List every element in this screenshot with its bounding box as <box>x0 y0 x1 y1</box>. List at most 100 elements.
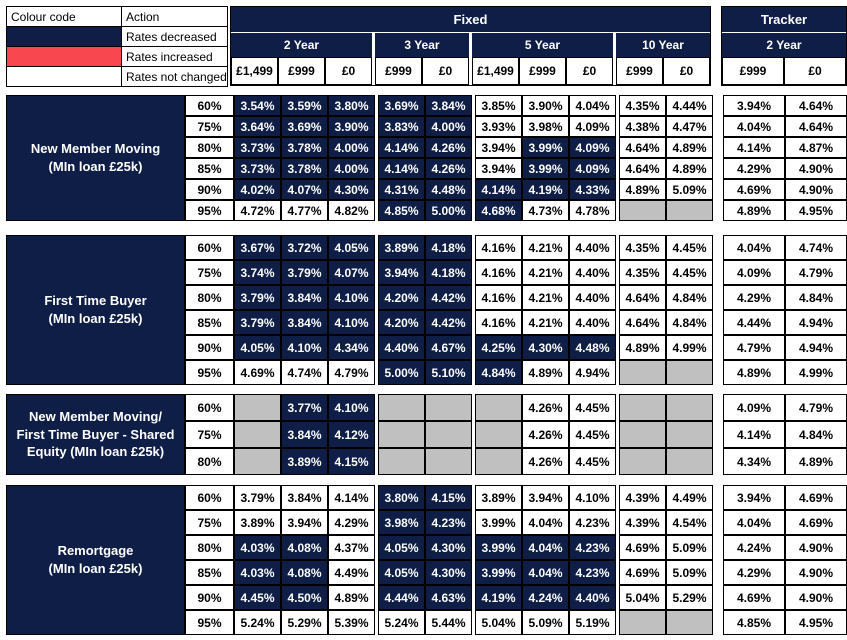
rate-cell: 3.84% <box>281 485 328 510</box>
na-cell <box>619 448 666 475</box>
rate-cell: 4.44% <box>378 585 425 610</box>
rate-cell: 4.67% <box>425 335 472 360</box>
rate-cell: 4.89% <box>328 585 375 610</box>
rate-cell: 3.74% <box>234 260 281 285</box>
fixed-tracker-gap <box>713 560 723 585</box>
rate-row: 95% 4.72% 4.77% 4.82% 4.85% 5.00% 4.68% 4.73% 4.… <box>185 200 847 221</box>
fee-header: £1,499 <box>231 57 278 85</box>
rate-cell: 4.37% <box>328 535 375 560</box>
fee-header: £999 <box>616 57 663 85</box>
rate-cell: 3.78% <box>281 137 328 158</box>
rate-cell: 4.42% <box>425 310 472 335</box>
rate-cell: 4.40% <box>569 260 616 285</box>
rate-cell: 4.16% <box>475 285 522 310</box>
rate-row: 80% 3.89% 4.15% 4.26% 4.45% 4.34% 4.89% <box>185 448 847 475</box>
rate-cell: 3.84% <box>281 310 328 335</box>
rate-cell: 4.74% <box>785 235 847 260</box>
fixed-tracker-gap <box>713 235 723 260</box>
rate-cell: 4.10% <box>569 485 616 510</box>
ltv-cell: 60% <box>185 235 234 260</box>
fixed-tracker-gap <box>713 485 723 510</box>
fixed-tracker-gap <box>713 394 723 421</box>
rate-block-first-time-buyer: First Time Buyer (MIn loan £25k) 60% 3.67% 3… <box>6 235 847 385</box>
rate-cell: 4.10% <box>328 285 375 310</box>
rate-cell: 4.09% <box>569 158 616 179</box>
ltv-cell: 75% <box>185 116 234 137</box>
rate-cell: 4.89% <box>723 360 785 385</box>
tracker-rates-header: Tracker 2 Year £999 £0 <box>721 6 847 86</box>
fee-header: £0 <box>566 57 613 85</box>
ltv-cell: 95% <box>185 610 234 635</box>
rate-cell: 4.39% <box>619 485 666 510</box>
rate-cell: 3.69% <box>281 116 328 137</box>
rate-cell: 3.89% <box>378 235 425 260</box>
rate-cell: 4.69% <box>785 485 847 510</box>
rate-cell: 4.05% <box>378 535 425 560</box>
ltv-cell: 80% <box>185 285 234 310</box>
rate-cell: 4.40% <box>569 310 616 335</box>
rate-cell: 4.69% <box>619 560 666 585</box>
rate-block-remortgage: Remortgage (MIn loan £25k) 60% 3.79% 3.84% 4.… <box>6 485 847 635</box>
rate-cell: 4.99% <box>666 335 713 360</box>
rate-cell: 4.09% <box>569 137 616 158</box>
rate-cell: 4.64% <box>619 285 666 310</box>
rate-cell: 3.98% <box>378 510 425 535</box>
ltv-cell: 60% <box>185 485 234 510</box>
rate-row: 60% 3.77% 4.10% 4.26% 4.45% 4.09% 4.79% <box>185 394 847 421</box>
rate-row: 85% 3.79% 3.84% 4.10% 4.20% 4.42% 4.16% 4.21% 4.… <box>185 310 847 335</box>
rate-cell: 4.64% <box>619 137 666 158</box>
na-cell <box>234 394 281 421</box>
rate-cell: 4.48% <box>425 179 472 200</box>
legend-label-rates-decreased: Rates decreased <box>121 26 228 47</box>
legend-label-rates-increased: Rates increased <box>121 46 228 67</box>
legend-swatch-rates-decreased <box>6 26 122 47</box>
na-cell <box>666 448 713 475</box>
year-header-3-year: 3 Year <box>375 33 469 57</box>
rate-cell: 3.94% <box>723 95 785 116</box>
rate-cell: 5.44% <box>425 610 472 635</box>
rate-cell: 3.83% <box>378 116 425 137</box>
rate-cell: 4.18% <box>425 260 472 285</box>
ltv-cell: 75% <box>185 510 234 535</box>
rate-cell: 4.30% <box>425 560 472 585</box>
fixed-tracker-gap <box>713 585 723 610</box>
rate-cell: 4.33% <box>569 179 616 200</box>
rate-row: 75% 3.89% 3.94% 4.29% 3.98% 4.23% 3.99% 4.04% 4.… <box>185 510 847 535</box>
fixed-tracker-gap <box>713 179 723 200</box>
na-cell <box>619 421 666 448</box>
rate-cell: 4.09% <box>569 116 616 137</box>
na-cell <box>378 394 425 421</box>
rate-cell: 4.14% <box>378 158 425 179</box>
rate-cell: 4.39% <box>619 510 666 535</box>
rate-cell: 4.21% <box>522 260 569 285</box>
na-cell <box>666 610 713 635</box>
rate-cell: 4.35% <box>619 235 666 260</box>
fixed-tracker-gap <box>713 421 723 448</box>
na-cell <box>475 421 522 448</box>
rate-cell: 4.14% <box>723 137 785 158</box>
rate-block-new-member-moving: New Member Moving (MIn loan £25k) 60% 3.54%… <box>6 95 847 221</box>
rate-cell: 4.25% <box>475 335 522 360</box>
rate-cell: 4.38% <box>619 116 666 137</box>
ltv-cell: 90% <box>185 179 234 200</box>
rate-cell: 4.45% <box>666 260 713 285</box>
rate-row: 60% 3.54% 3.59% 3.80% 3.69% 3.84% 3.85% 3.90% 4.… <box>185 95 847 116</box>
rate-cell: 4.72% <box>234 200 281 221</box>
rate-cell: 3.94% <box>723 485 785 510</box>
rate-cell: 3.94% <box>281 510 328 535</box>
rate-cell: 4.23% <box>569 510 616 535</box>
rate-cell: 3.59% <box>281 95 328 116</box>
rate-cell: 4.04% <box>522 560 569 585</box>
ltv-cell: 85% <box>185 310 234 335</box>
rate-cell: 4.64% <box>619 310 666 335</box>
rate-cell: 4.48% <box>569 335 616 360</box>
rate-cell: 5.39% <box>328 610 375 635</box>
rate-cell: 4.50% <box>281 585 328 610</box>
rate-cell: 4.09% <box>723 260 785 285</box>
rate-cell: 4.90% <box>785 535 847 560</box>
rate-cell: 4.26% <box>522 421 569 448</box>
rate-cell: 3.54% <box>234 95 281 116</box>
na-cell <box>425 421 472 448</box>
rate-cell: 3.89% <box>281 448 328 475</box>
rate-row: 95% 4.69% 4.74% 4.79% 5.00% 5.10% 4.84% 4.89% 4.… <box>185 360 847 385</box>
